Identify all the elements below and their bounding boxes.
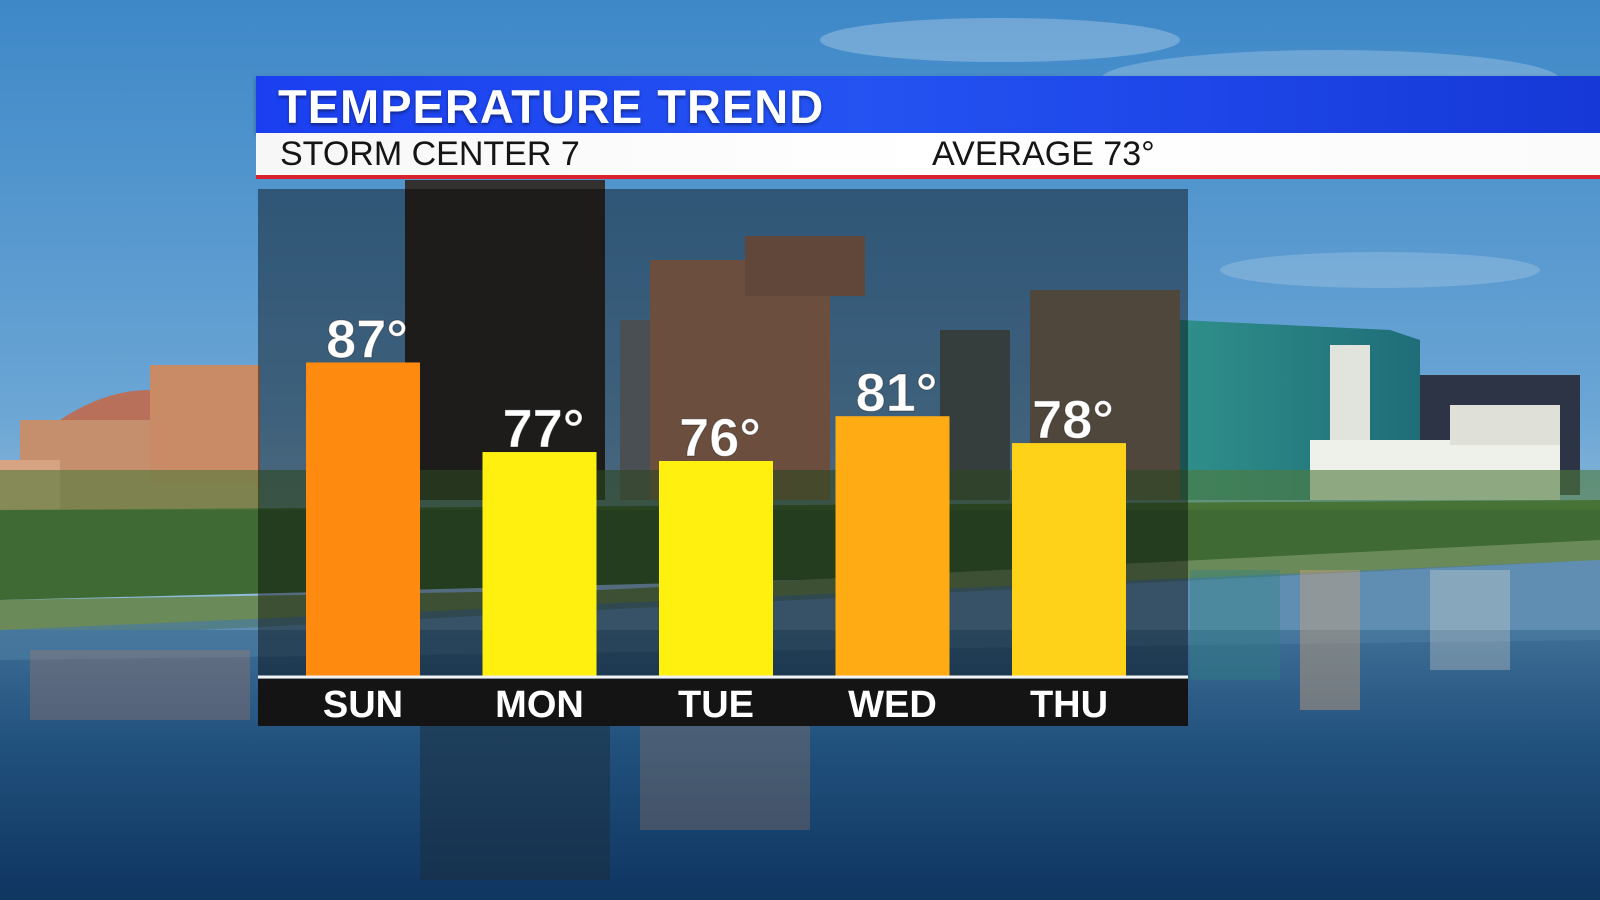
category-label-sun: SUN (323, 684, 403, 726)
bar-sun (306, 362, 420, 676)
average-temperature: AVERAGE 73° (932, 135, 1155, 173)
chart-title: TEMPERATURE TREND (278, 80, 825, 133)
station-name: STORM CENTER 7 (280, 135, 580, 173)
temperature-bar-chart: 87° SUN 77° MON 76° TUE 81° WED 78° THU (258, 189, 1188, 726)
category-label-tue: TUE (678, 684, 754, 726)
category-strip (258, 679, 1188, 726)
bar-thu (1012, 443, 1126, 676)
data-label-tue: 76° (679, 408, 761, 468)
labels-layer: 87° SUN 77° MON 76° TUE 81° WED 78° THU (323, 309, 1114, 726)
header-title-bar: TEMPERATURE TREND (256, 76, 1600, 133)
category-label-wed: WED (848, 684, 937, 726)
chart-panel: 87° SUN 77° MON 76° TUE 81° WED 78° THU (258, 189, 1188, 726)
category-label-thu: THU (1030, 684, 1108, 726)
header-subtitle-bar: STORM CENTER 7 AVERAGE 73° (256, 133, 1600, 179)
data-label-sun: 87° (326, 309, 408, 369)
data-label-mon: 77° (503, 399, 585, 459)
bar-mon (482, 452, 597, 676)
bars-layer (306, 362, 1126, 676)
data-label-thu: 78° (1032, 390, 1114, 450)
data-label-wed: 81° (856, 363, 938, 423)
category-label-mon: MON (495, 684, 584, 726)
bar-tue (659, 461, 773, 676)
bar-wed (835, 416, 950, 676)
